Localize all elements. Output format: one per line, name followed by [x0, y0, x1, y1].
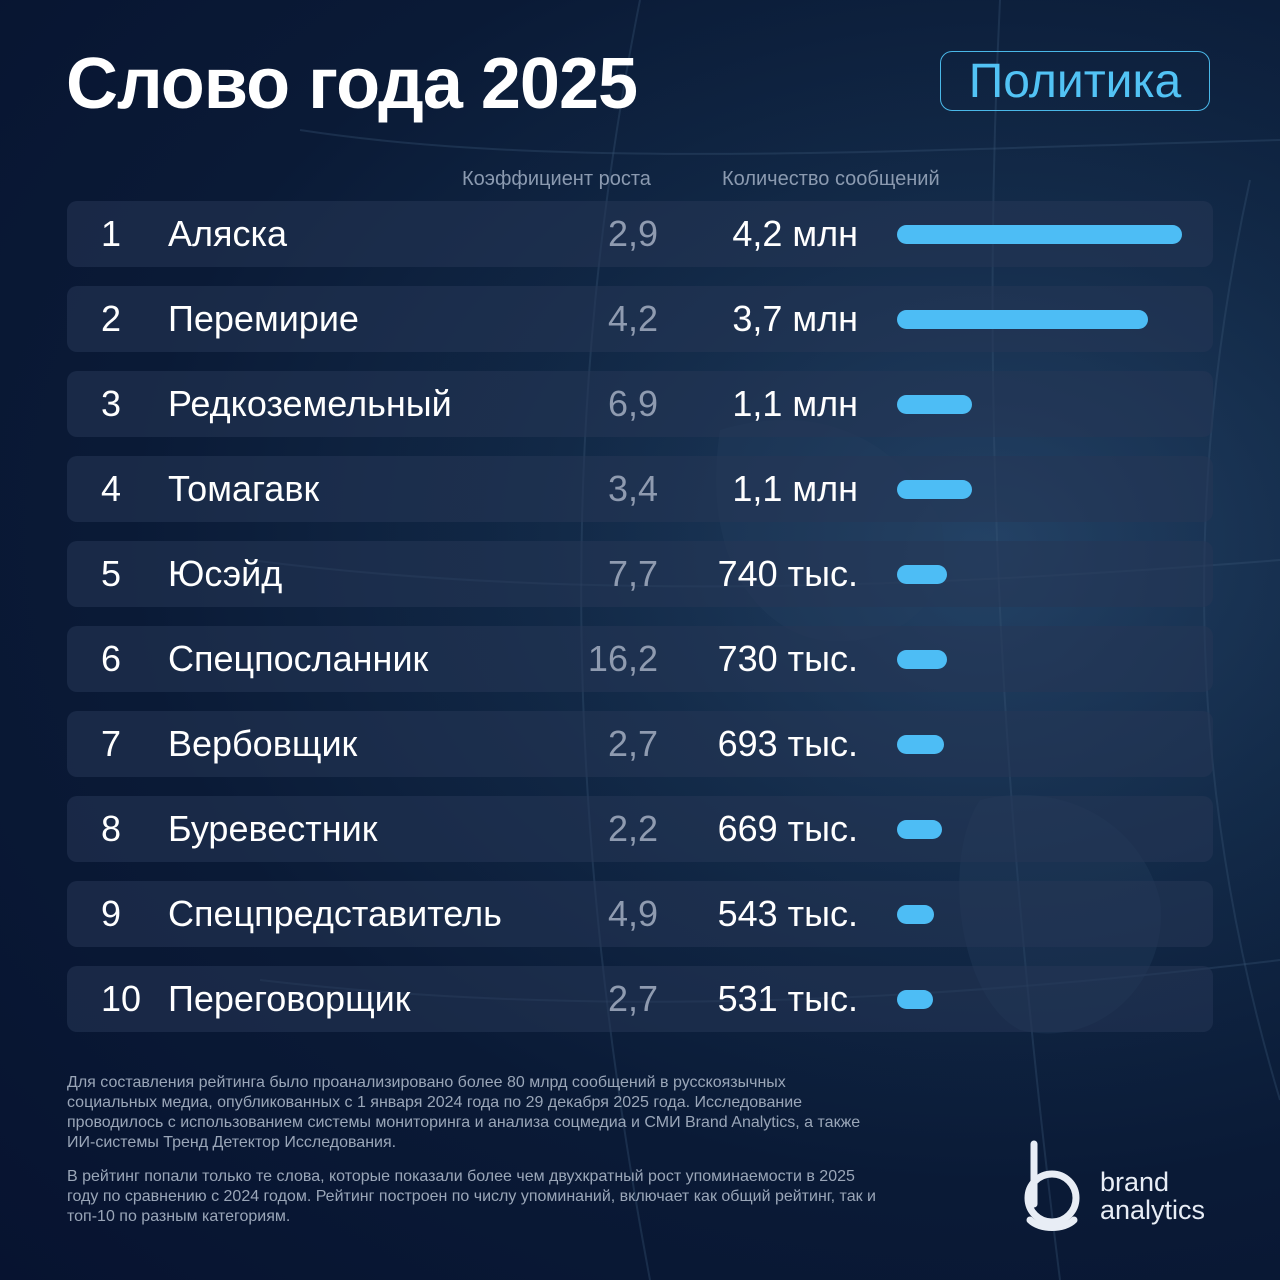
criteria-note: В рейтинг попали только те слова, которы…	[67, 1168, 876, 1225]
brand-logo: brand analytics	[1016, 1140, 1216, 1232]
growth-value: 6,9	[607, 383, 658, 424]
message-count-bar	[897, 735, 944, 754]
growth-value: 2,7	[607, 978, 658, 1019]
rank-number: 10	[101, 978, 142, 1019]
word-label: Переговорщик	[168, 978, 411, 1019]
message-count-label: 693 тыс.	[717, 723, 858, 764]
rank-number: 2	[101, 298, 122, 339]
growth-value: 2,2	[607, 808, 658, 849]
rank-number: 1	[101, 213, 122, 254]
message-count-bar	[897, 820, 942, 839]
ranking-table: 1 Аляска 2,9 4,2 млн 2 Перемирие 4,2 3,7 млн 3 Ре…	[67, 201, 1213, 1051]
rank-number: 3	[101, 383, 122, 424]
table-row: 5 Юсэйд 7,7 740 тыс.	[67, 541, 1213, 607]
brand-logo-text: brand analytics	[1100, 1168, 1205, 1224]
message-count-bar	[897, 395, 972, 414]
word-label: Перемирие	[168, 298, 359, 339]
category-badge: Политика	[940, 51, 1210, 111]
rank-number: 6	[101, 638, 122, 679]
word-label: Спецпосланник	[168, 638, 429, 679]
word-label: Аляска	[168, 213, 288, 254]
word-label: Редкоземельный	[168, 383, 452, 424]
message-count-label: 1,1 млн	[732, 383, 858, 424]
message-count-label: 740 тыс.	[717, 553, 858, 594]
message-count-bar	[897, 990, 933, 1009]
rank-number: 7	[101, 723, 122, 764]
message-count-label: 543 тыс.	[717, 893, 858, 934]
word-label: Вербовщик	[168, 723, 358, 764]
table-row: 6 Спецпосланник 16,2 730 тыс.	[67, 626, 1213, 692]
table-row: 9 Спецпредставитель 4,9 543 тыс.	[67, 881, 1213, 947]
message-count-label: 1,1 млн	[732, 468, 858, 509]
message-count-bar	[897, 480, 972, 499]
brand-analytics-logo-icon	[1024, 1140, 1080, 1231]
rank-number: 4	[101, 468, 122, 509]
message-count-bar	[897, 905, 934, 924]
message-count-bar	[897, 310, 1148, 329]
message-count-label: 531 тыс.	[717, 978, 858, 1019]
methodology-note: Для составления рейтинга было проанализи…	[67, 1074, 861, 1151]
message-count-label: 3,7 млн	[732, 298, 858, 339]
logo-line-analytics: analytics	[1100, 1195, 1206, 1225]
table-row: 7 Вербовщик 2,7 693 тыс.	[67, 711, 1213, 777]
message-count-label: 4,2 млн	[732, 213, 858, 254]
message-count-label: 669 тыс.	[717, 808, 858, 849]
message-count-bar	[897, 565, 947, 584]
word-label: Буревестник	[168, 808, 378, 849]
word-label: Юсэйд	[168, 553, 283, 594]
logo-line-brand: brand	[1100, 1167, 1170, 1197]
rank-number: 8	[101, 808, 122, 849]
table-row: 1 Аляска 2,9 4,2 млн	[67, 201, 1213, 267]
table-row: 2 Перемирие 4,2 3,7 млн	[67, 286, 1213, 352]
growth-value: 4,2	[607, 298, 658, 339]
word-label: Спецпредставитель	[168, 893, 502, 934]
table-row: 3 Редкоземельный 6,9 1,1 млн	[67, 371, 1213, 437]
rank-number: 9	[101, 893, 122, 934]
table-row: 8 Буревестник 2,2 669 тыс.	[67, 796, 1213, 862]
growth-value: 2,9	[607, 213, 658, 254]
growth-value: 3,4	[607, 468, 658, 509]
word-label: Томагавк	[168, 468, 320, 509]
message-count-label: 730 тыс.	[717, 638, 858, 679]
page-title: Слово года 2025	[66, 44, 638, 124]
rank-number: 5	[101, 553, 122, 594]
growth-value: 7,7	[607, 553, 658, 594]
table-row: 10 Переговорщик 2,7 531 тыс.	[67, 966, 1213, 1032]
growth-value: 2,7	[607, 723, 658, 764]
growth-column-header: Коэффициент роста	[462, 168, 651, 190]
table-row: 4 Томагавк 3,4 1,1 млн	[67, 456, 1213, 522]
message-count-bar	[897, 225, 1182, 244]
count-column-header: Количество сообщений	[722, 168, 940, 190]
growth-value: 16,2	[587, 638, 658, 679]
message-count-bar	[897, 650, 947, 669]
growth-value: 4,9	[607, 893, 658, 934]
